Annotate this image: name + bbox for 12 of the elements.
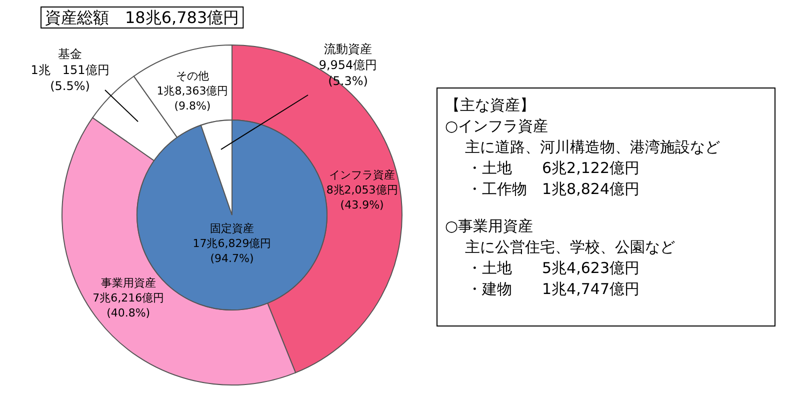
slice-label: 事業用資産 bbox=[100, 276, 156, 290]
data-label: 7兆6,216億円 (40.8%) bbox=[92, 291, 164, 320]
data-label: 1兆 151億円 (5.5%) bbox=[30, 63, 110, 94]
slice-label: 基金 bbox=[58, 47, 82, 62]
slice-label: その他 bbox=[176, 69, 209, 82]
title: 資産総額 18兆6,783億円 bbox=[45, 8, 240, 27]
data-label: 1兆8,363億円 (9.8%) bbox=[156, 84, 228, 112]
slice-label: インフラ資産 bbox=[329, 168, 396, 182]
data-label: 17兆6,829億円 (94.7%) bbox=[192, 236, 272, 265]
slice-label: 流動資産 bbox=[324, 42, 372, 56]
slice-label: 固定資産 bbox=[210, 222, 254, 235]
data-label: 8兆2,053億円 (43.9%) bbox=[326, 184, 398, 212]
